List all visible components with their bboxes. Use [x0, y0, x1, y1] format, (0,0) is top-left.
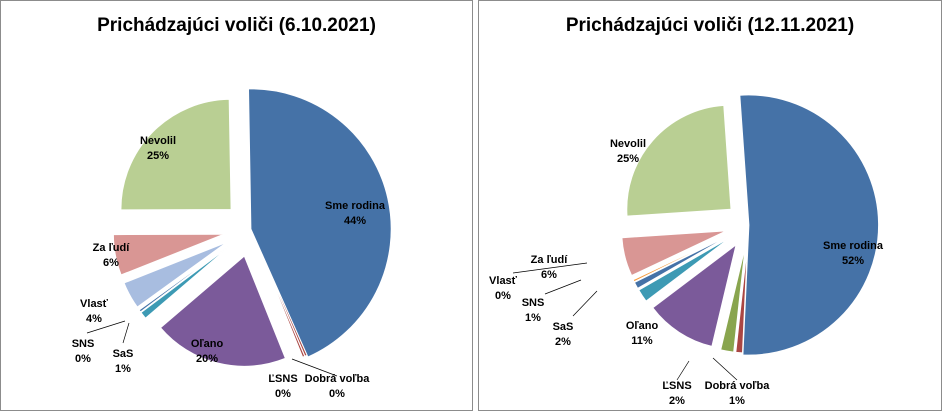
slice-label-sns: SNS: [522, 297, 545, 309]
chart-title-right: Prichádzajúci voliči (12.11.2021): [565, 15, 855, 36]
slice-value-lsns: 2%: [669, 395, 685, 407]
slice-value-lsns: 0%: [275, 388, 291, 400]
leader-line-sns: [544, 279, 582, 295]
pie-slice-lsns: [720, 248, 746, 353]
chart-left: Prichádzajúci voliči (6.10.2021) Sme rod…: [0, 0, 473, 411]
pie-slice-vlast: [632, 235, 728, 283]
slice-label-sme-rodina: Sme rodina: [823, 240, 884, 252]
slice-label-nevolil: Nevolil: [140, 135, 176, 147]
slice-value-nevolil: 25%: [147, 150, 169, 162]
slice-value-za-ludi: 6%: [103, 257, 119, 269]
slice-value-sas: 1%: [115, 363, 131, 375]
slice-value-vlast: 4%: [86, 313, 102, 325]
slice-value-sns: 0%: [75, 353, 91, 365]
leader-line-sas: [572, 290, 598, 317]
slice-value-sme-rodina: 44%: [344, 215, 366, 227]
slice-label-sas: SaS: [553, 321, 574, 333]
slice-value-za-ludi: 6%: [541, 269, 557, 281]
leader-line-dobra-volba: [291, 358, 338, 377]
slice-label-lsns: ĽSNS: [268, 373, 297, 385]
leader-line-dobra-volba: [712, 357, 738, 381]
slice-label-olano: Oľano: [626, 320, 659, 332]
slice-label-lsns: ĽSNS: [662, 380, 691, 392]
slice-value-dobra-volba: 0%: [329, 388, 345, 400]
pie-slice-sas: [638, 237, 730, 302]
pie-slice-nevolil: [626, 105, 732, 217]
leader-line-vlast: [512, 262, 588, 274]
slice-label-za-ludi: Za ľudí: [531, 254, 569, 266]
pie-slice-sns: [634, 235, 728, 289]
pie-slice-olano: [160, 255, 286, 367]
pie-slice-za-ludi: [113, 233, 224, 276]
slice-value-olano: 20%: [196, 353, 218, 365]
slice-label-sas: SaS: [113, 348, 134, 360]
slice-value-sme-rodina: 52%: [842, 255, 864, 267]
pie-slice-dobra-volba: [261, 254, 308, 357]
slice-label-dobra-volba: Dobrá voľba: [705, 380, 771, 392]
slice-value-sns: 1%: [525, 312, 541, 324]
slice-value-vlast: 0%: [495, 290, 511, 302]
slice-value-sas: 2%: [555, 336, 571, 348]
chart-title-left: Prichádzajúci voliči (6.10.2021): [97, 15, 376, 36]
chart-right: Prichádzajúci voliči (12.11.2021) Sme ro…: [478, 0, 942, 411]
slice-value-olano: 11%: [631, 335, 653, 347]
pie-slice-sns: [138, 245, 229, 313]
slice-label-sns: SNS: [72, 338, 95, 350]
slice-label-sme-rodina: Sme rodina: [325, 200, 386, 212]
slice-label-vlast: Vlasť: [80, 298, 109, 310]
pie-slice-lsns: [261, 254, 306, 358]
pie-slice-sme-rodina: [248, 88, 392, 358]
slice-value-nevolil: 25%: [617, 153, 639, 165]
pie-slice-olano: [652, 244, 737, 347]
pie-slice-za-ludi: [621, 230, 726, 276]
slice-label-olano: Oľano: [191, 338, 224, 350]
slice-value-dobra-volba: 1%: [729, 395, 745, 407]
pie-slice-sme-rodina: [739, 94, 879, 356]
leader-line-sns: [86, 320, 126, 334]
slice-label-nevolil: Nevolil: [610, 138, 646, 150]
leader-line-sas: [122, 322, 130, 344]
pie-slice-vlast: [123, 242, 227, 308]
pie-slice-dobra-volba: [735, 248, 748, 354]
pie-slice-sas: [140, 246, 230, 319]
leader-line-lsns: [676, 360, 690, 381]
slice-label-za-ludi: Za ľudí: [93, 242, 131, 254]
pie-chart-right: Sme rodina 52% Dobrá voľba 1% ĽSNS 2% Oľano 11%…: [489, 94, 884, 407]
pie-slice-nevolil: [120, 98, 232, 211]
slice-label-vlast: Vlasť: [489, 275, 518, 287]
pie-chart-left: Sme rodina 44% Dobrá voľba 0% ĽSNS 0% Oľano 20%…: [72, 88, 392, 400]
slice-label-dobra-volba: Dobrá voľba: [305, 373, 371, 385]
